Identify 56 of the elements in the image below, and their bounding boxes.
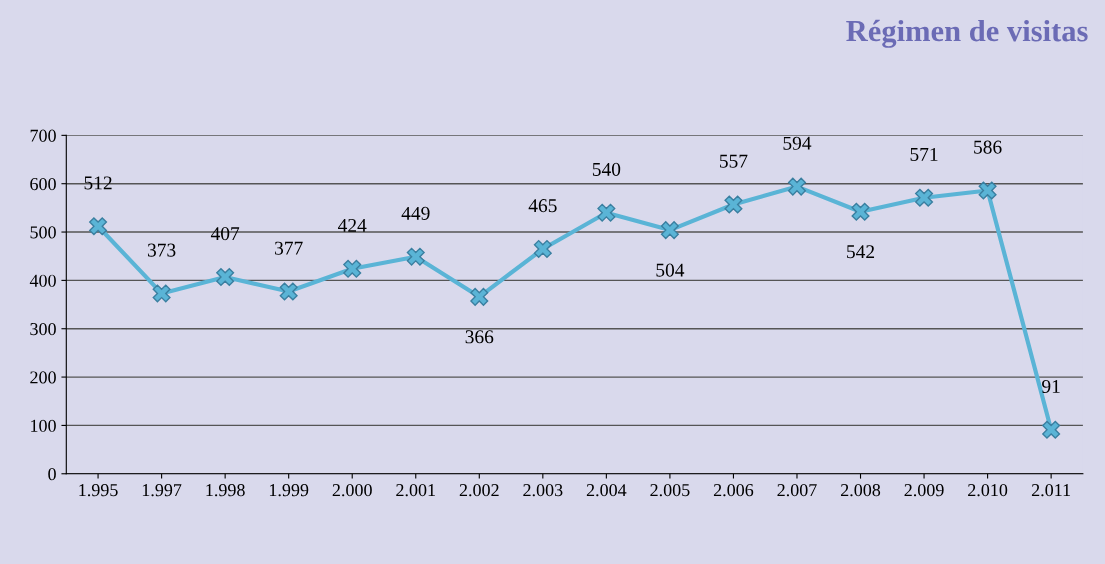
- y-tick-label: 300: [30, 322, 56, 336]
- y-tick-label: 400: [29, 274, 56, 287]
- point: [978, 181, 997, 200]
- data-label: 557: [719, 154, 748, 168]
- point: [343, 259, 362, 278]
- point: [406, 247, 425, 266]
- y-tick-label: 200: [30, 371, 56, 384]
- data-label: 542: [847, 245, 875, 259]
- x-tick-label: 2.004: [586, 484, 627, 497]
- chart-title: Régimen de visitas: [846, 19, 1088, 48]
- data-label: 449: [401, 206, 430, 220]
- data-label: 540: [592, 162, 621, 176]
- point: [724, 195, 743, 214]
- x-tick-label: 2.011: [1031, 484, 1071, 497]
- x-tick-label: 2.009: [904, 484, 944, 497]
- point: [787, 177, 807, 196]
- data-label: 504: [656, 263, 685, 277]
- y-tick-label: 0: [48, 468, 56, 481]
- point: [851, 202, 870, 221]
- data-label: 407: [210, 227, 240, 241]
- point: [216, 267, 235, 287]
- x-tick-label: 2.007: [777, 484, 817, 497]
- x-tick-label: 1.998: [206, 484, 245, 497]
- point: [533, 239, 552, 258]
- y-tick-label: 100: [31, 419, 56, 432]
- point: [89, 217, 108, 236]
- data-label: 571: [910, 147, 938, 161]
- x-tick-label: 2.005: [650, 484, 690, 497]
- x-tick-label: 2.000: [332, 484, 372, 497]
- x-tick-label: 2.006: [713, 484, 754, 497]
- data-label: 366: [465, 330, 494, 344]
- y-tick-label: 500: [30, 226, 56, 239]
- data-label: 373: [147, 243, 176, 257]
- x-tick-label: 2.010: [968, 484, 1008, 497]
- data-label: 91: [1042, 379, 1060, 393]
- point: [597, 203, 616, 222]
- point: [660, 221, 679, 240]
- point: [1042, 420, 1061, 439]
- y-tick-label: 700: [30, 129, 56, 142]
- data-label: 594: [783, 136, 812, 150]
- x-tick-label: 1.995: [79, 484, 118, 497]
- data-label: 424: [338, 218, 367, 232]
- data-label: 586: [974, 140, 1002, 154]
- point: [152, 284, 171, 303]
- x-tick-label: 2.008: [841, 484, 881, 497]
- x-tick-label: 1.999: [269, 484, 309, 497]
- point: [470, 287, 489, 306]
- point: [279, 282, 298, 301]
- x-tick-label: 2.002: [459, 484, 499, 497]
- x-tick-label: 1.997: [142, 484, 182, 497]
- y-tick-label: 600: [30, 177, 56, 191]
- x-tick-label: 2.003: [523, 484, 563, 497]
- point: [915, 188, 934, 207]
- data-label: 465: [528, 199, 557, 213]
- data-label: 377: [275, 241, 303, 255]
- x-tick-label: 2.001: [396, 484, 435, 497]
